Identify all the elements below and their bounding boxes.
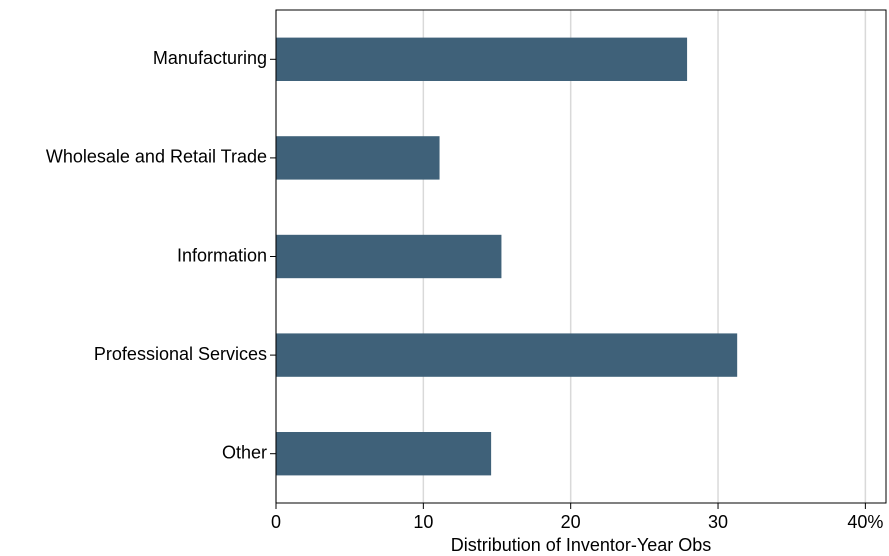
y-tick-label: Wholesale and Retail Trade bbox=[46, 147, 267, 167]
plot-frame bbox=[275, 9, 887, 504]
bar bbox=[276, 136, 440, 180]
x-tick-label: 40% bbox=[847, 512, 883, 532]
y-tick-label: Professional Services bbox=[94, 344, 267, 364]
x-tick-label: 0 bbox=[271, 512, 281, 532]
bar bbox=[276, 432, 492, 476]
bar bbox=[276, 234, 502, 279]
x-tick-label: 20 bbox=[561, 512, 581, 532]
y-tick-label: Manufacturing bbox=[153, 48, 267, 68]
bar bbox=[276, 37, 688, 81]
y-tick-label: Other bbox=[222, 442, 267, 462]
bar bbox=[276, 333, 738, 377]
x-tick-label: 10 bbox=[413, 512, 433, 532]
x-tick-label: 30 bbox=[708, 512, 728, 532]
x-axis-title: Distribution of Inventor-Year Obs bbox=[451, 535, 711, 555]
y-tick-label: Information bbox=[177, 245, 267, 265]
